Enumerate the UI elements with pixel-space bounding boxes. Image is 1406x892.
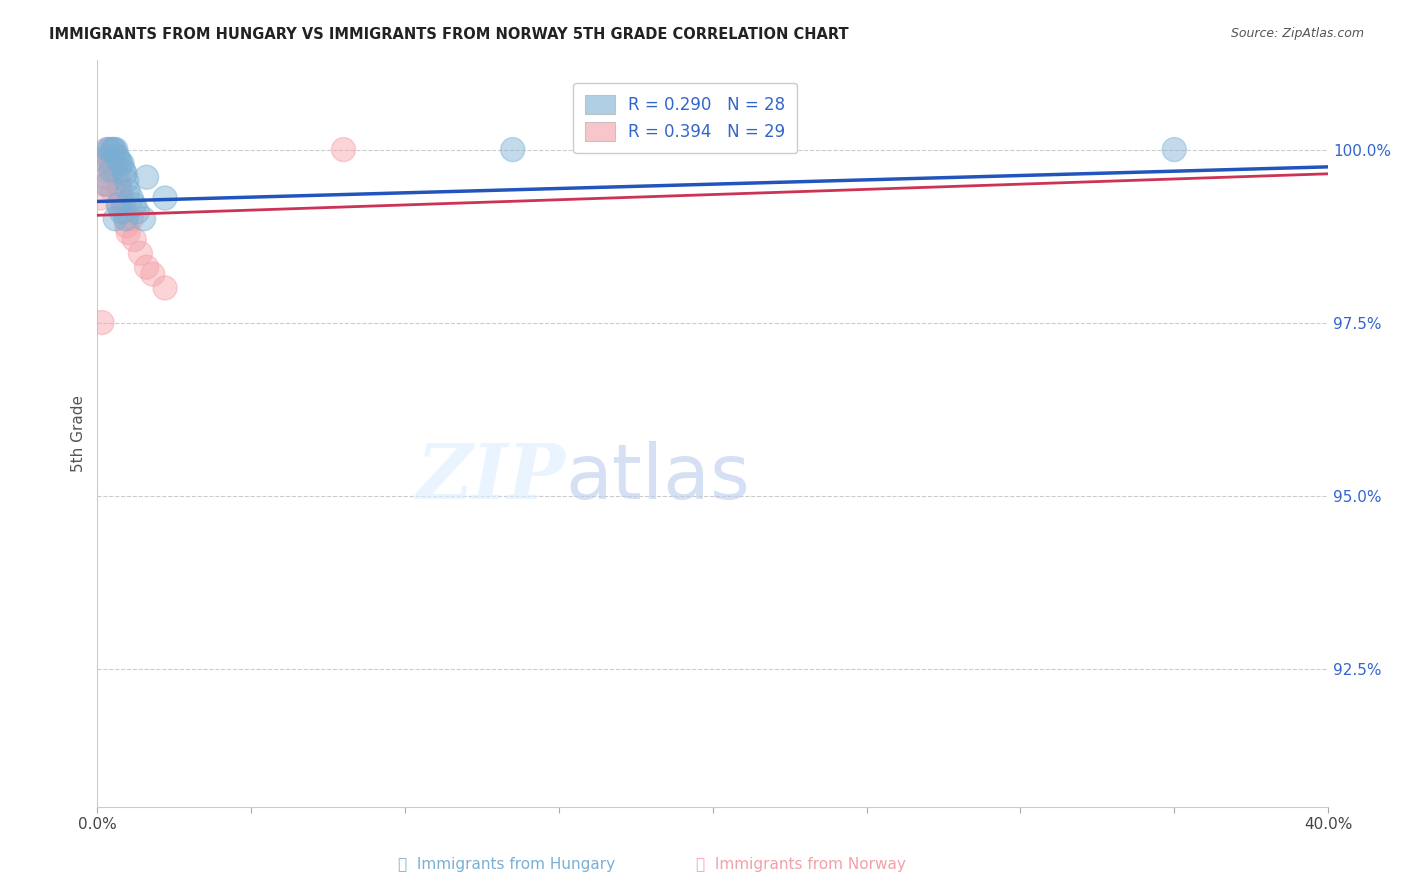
Text: IMMIGRANTS FROM HUNGARY VS IMMIGRANTS FROM NORWAY 5TH GRADE CORRELATION CHART: IMMIGRANTS FROM HUNGARY VS IMMIGRANTS FR… — [49, 27, 849, 42]
Point — [127, 204, 149, 219]
Text: Source: ZipAtlas.com: Source: ZipAtlas.com — [1230, 27, 1364, 40]
Point — [98, 153, 121, 167]
Point — [114, 167, 136, 181]
Point — [1163, 143, 1185, 157]
Point — [96, 170, 118, 185]
Point — [117, 226, 139, 240]
Point — [132, 211, 155, 226]
Text: ZIP: ZIP — [416, 442, 565, 516]
Text: ⬛  Immigrants from Hungary: ⬛ Immigrants from Hungary — [398, 857, 614, 872]
Point — [124, 233, 146, 247]
Point — [108, 198, 131, 212]
Point — [115, 219, 138, 233]
Point — [97, 149, 120, 163]
Point — [153, 281, 176, 295]
Point — [110, 156, 132, 170]
Point — [101, 143, 124, 157]
Point — [135, 170, 157, 185]
Point — [104, 143, 127, 157]
Point — [100, 156, 122, 170]
Point — [332, 143, 354, 157]
Point — [153, 191, 176, 205]
Y-axis label: 5th Grade: 5th Grade — [72, 395, 86, 472]
Point — [105, 170, 128, 185]
Point — [114, 204, 136, 219]
Point — [94, 163, 117, 178]
Text: ⬛  Immigrants from Norway: ⬛ Immigrants from Norway — [696, 857, 907, 872]
Point — [104, 211, 127, 226]
Point — [108, 177, 131, 191]
Point — [89, 191, 111, 205]
Point — [111, 156, 134, 170]
Point — [96, 143, 118, 157]
Point — [112, 198, 135, 212]
Legend: R = 0.290   N = 28, R = 0.394   N = 29: R = 0.290 N = 28, R = 0.394 N = 29 — [574, 83, 797, 153]
Point — [93, 177, 115, 191]
Point — [93, 153, 115, 167]
Text: atlas: atlas — [565, 442, 749, 516]
Point — [101, 143, 124, 157]
Point — [115, 174, 138, 188]
Point — [111, 191, 134, 205]
Point — [100, 163, 122, 178]
Point — [502, 143, 524, 157]
Point — [110, 204, 132, 219]
Point — [101, 184, 124, 198]
Point — [107, 198, 129, 212]
Point — [96, 177, 118, 191]
Point — [108, 153, 131, 167]
Point — [112, 163, 135, 178]
Point — [120, 191, 142, 205]
Point — [104, 156, 127, 170]
Point — [135, 260, 157, 275]
Point — [105, 149, 128, 163]
Point — [114, 211, 136, 226]
Point — [124, 198, 146, 212]
Point — [103, 143, 125, 157]
Point — [142, 267, 165, 281]
Point — [110, 184, 132, 198]
Point — [120, 211, 142, 226]
Point — [98, 143, 121, 157]
Point — [91, 316, 114, 330]
Point — [117, 184, 139, 198]
Point — [97, 143, 120, 157]
Point — [103, 160, 125, 174]
Point — [129, 246, 152, 260]
